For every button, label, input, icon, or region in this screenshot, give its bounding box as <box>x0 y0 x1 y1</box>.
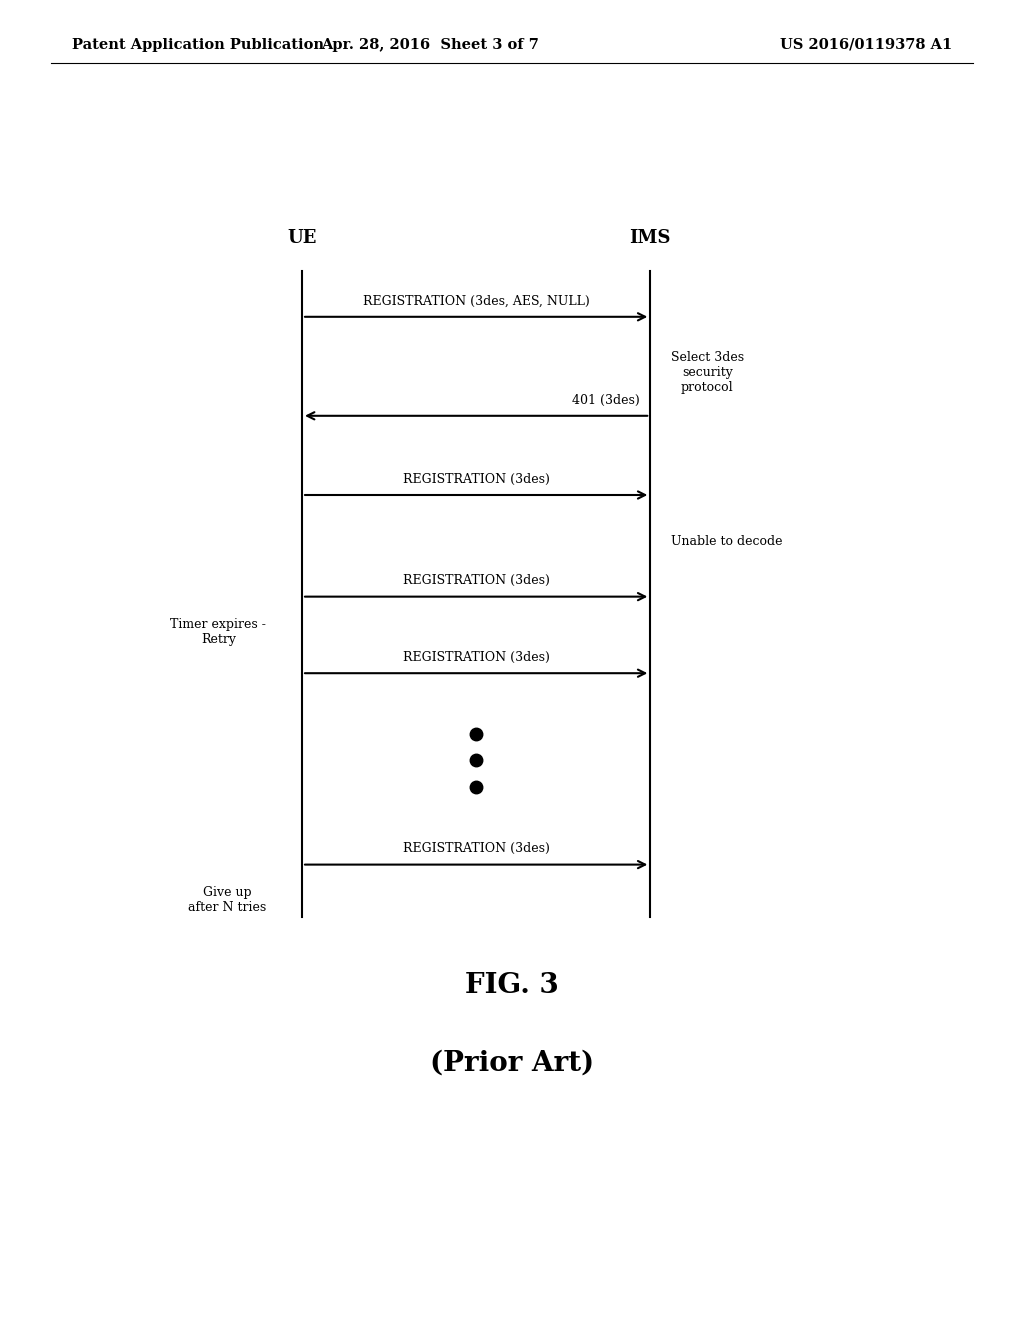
Text: FIG. 3: FIG. 3 <box>465 973 559 999</box>
Text: 401 (3des): 401 (3des) <box>572 393 640 407</box>
Text: Timer expires -
Retry: Timer expires - Retry <box>170 618 266 647</box>
Text: US 2016/0119378 A1: US 2016/0119378 A1 <box>780 38 952 51</box>
Text: REGISTRATION (3des): REGISTRATION (3des) <box>402 574 550 587</box>
Text: Apr. 28, 2016  Sheet 3 of 7: Apr. 28, 2016 Sheet 3 of 7 <box>322 38 539 51</box>
Text: IMS: IMS <box>630 228 671 247</box>
Text: (Prior Art): (Prior Art) <box>430 1049 594 1076</box>
Text: Unable to decode: Unable to decode <box>671 535 782 548</box>
Text: UE: UE <box>288 228 316 247</box>
Text: REGISTRATION (3des, AES, NULL): REGISTRATION (3des, AES, NULL) <box>362 294 590 308</box>
Text: Give up
after N tries: Give up after N tries <box>188 886 266 915</box>
Text: Select 3des
security
protocol: Select 3des security protocol <box>671 351 743 393</box>
Text: REGISTRATION (3des): REGISTRATION (3des) <box>402 842 550 855</box>
Text: REGISTRATION (3des): REGISTRATION (3des) <box>402 473 550 486</box>
Text: REGISTRATION (3des): REGISTRATION (3des) <box>402 651 550 664</box>
Text: Patent Application Publication: Patent Application Publication <box>72 38 324 51</box>
